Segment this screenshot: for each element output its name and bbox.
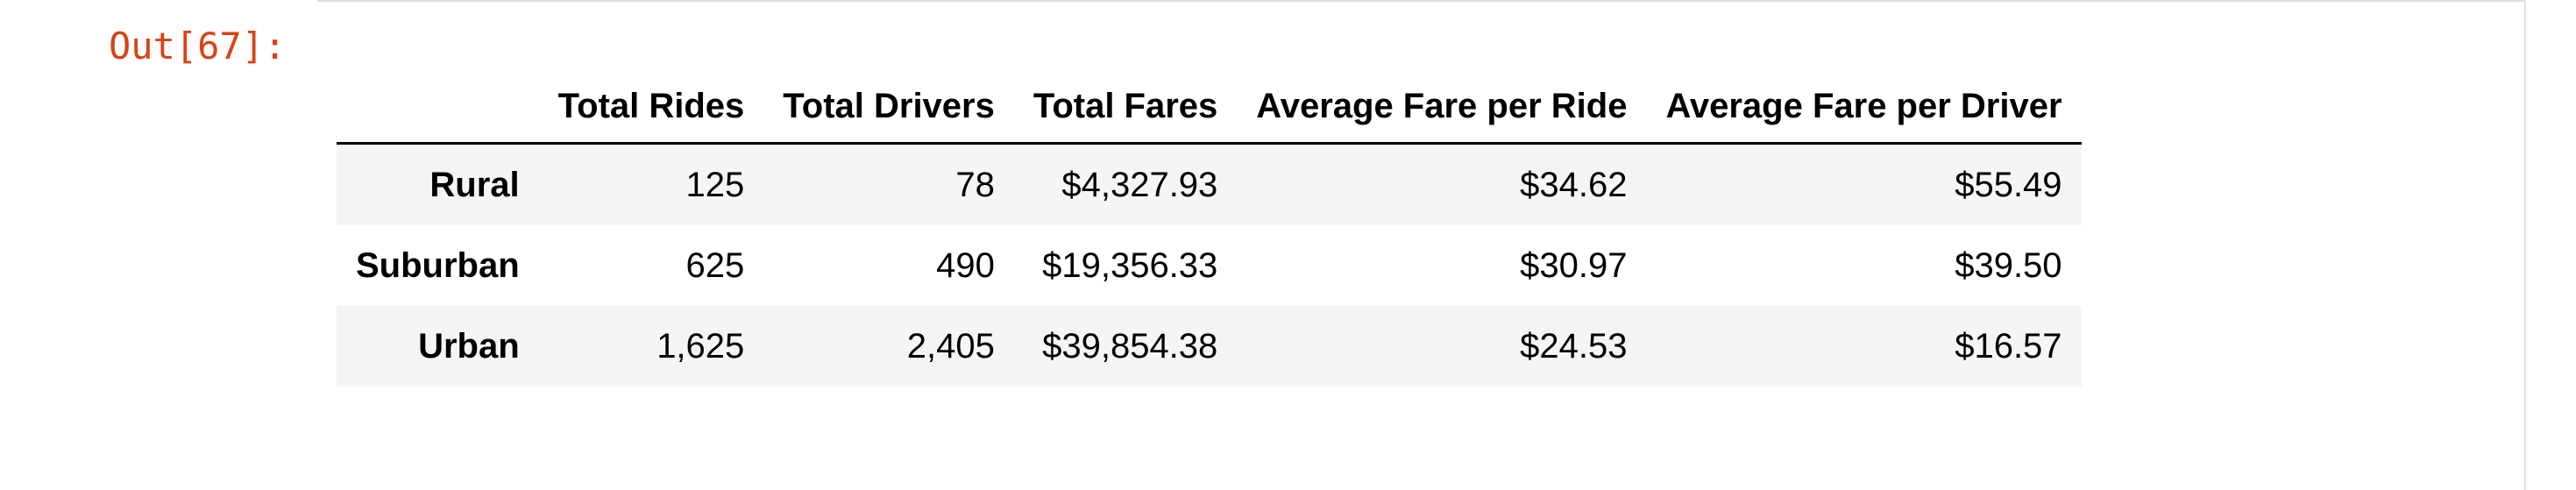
index-header bbox=[337, 70, 539, 145]
table-cell: 1,625 bbox=[656, 326, 745, 366]
output-scroll-edge bbox=[2524, 0, 2526, 490]
table-cell: $39,854.38 bbox=[1042, 326, 1218, 366]
row-index: Rural bbox=[429, 165, 520, 204]
table-header-row: Total Rides Total Drivers Total Fares Av… bbox=[337, 70, 2082, 145]
table-cell: $39.50 bbox=[1955, 245, 2062, 285]
column-header-avg-fare-per-ride: Average Fare per Ride bbox=[1237, 70, 1647, 145]
table-row-suburban: Suburban 625 490 $19,356.33 $30.97 $39.5… bbox=[337, 225, 2082, 306]
table-cell: 490 bbox=[936, 245, 995, 285]
column-header-avg-fare-per-driver: Average Fare per Driver bbox=[1646, 70, 2082, 145]
table-cell: $55.49 bbox=[1955, 165, 2062, 204]
column-header-total-fares: Total Fares bbox=[1013, 70, 1238, 145]
table-cell: $19,356.33 bbox=[1042, 245, 1218, 285]
table-row-rural: Rural 125 78 $4,327.93 $34.62 $55.49 bbox=[337, 143, 2082, 225]
row-index: Suburban bbox=[356, 245, 520, 285]
column-header-total-drivers: Total Drivers bbox=[763, 70, 1014, 145]
table-cell: $30.97 bbox=[1520, 245, 1628, 285]
table-cell: $34.62 bbox=[1520, 165, 1628, 204]
table-cell: $4,327.93 bbox=[1061, 165, 1218, 204]
table-cell: 2,405 bbox=[906, 326, 995, 366]
table-cell: 625 bbox=[685, 245, 745, 285]
table-cell: $24.53 bbox=[1520, 326, 1628, 366]
column-header-total-rides: Total Rides bbox=[538, 70, 764, 145]
dataframe-table: Total Rides Total Drivers Total Fares Av… bbox=[337, 70, 2082, 387]
row-index: Urban bbox=[418, 326, 520, 366]
table-cell: $16.57 bbox=[1955, 326, 2062, 366]
output-area-border bbox=[317, 0, 2526, 4]
output-prompt: Out[67]: bbox=[109, 25, 287, 67]
table-row-urban: Urban 1,625 2,405 $39,854.38 $24.53 $16.… bbox=[337, 306, 2082, 387]
table-cell: 125 bbox=[685, 165, 745, 204]
table-cell: 78 bbox=[955, 165, 995, 204]
